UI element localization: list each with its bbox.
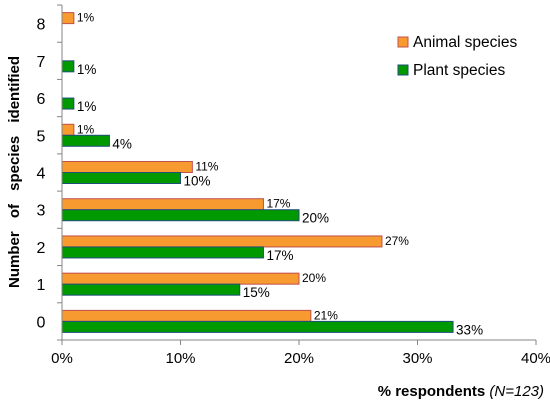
x-tick-label: 0% — [51, 350, 73, 367]
y-tick-label: 3 — [37, 203, 46, 220]
data-label: 4% — [112, 136, 132, 151]
data-label: 11% — [195, 160, 218, 174]
bar-plant-species-5 — [61, 134, 110, 147]
bar-animal-species-0 — [61, 309, 312, 322]
bar-plant-species-4 — [61, 172, 181, 184]
data-label: 20% — [302, 271, 326, 285]
data-label: 15% — [243, 285, 270, 300]
bar-plant-species-6 — [61, 97, 75, 110]
y-tick-label: 5 — [37, 128, 46, 145]
y-tick-label: 7 — [37, 54, 46, 71]
bar-plant-species-7 — [61, 60, 75, 73]
data-label: 10% — [184, 174, 211, 189]
bar-animal-species-2 — [61, 235, 383, 248]
x-tick-label: 40% — [521, 350, 550, 367]
bar-animal-species-1 — [61, 272, 300, 285]
y-tick-label: 0 — [37, 314, 46, 331]
x-tick-label: 30% — [402, 350, 432, 367]
y-tick-label: 8 — [37, 17, 46, 34]
data-label: 1% — [77, 122, 95, 136]
x-axis-title: % respondents (N=123) — [378, 383, 544, 400]
data-label: 33% — [456, 322, 483, 337]
y-tick-label: 4 — [37, 166, 46, 183]
bar-animal-species-4 — [61, 161, 193, 173]
data-label: 17% — [266, 197, 290, 211]
legend-label-plant-species: Plant species — [413, 62, 505, 79]
bar-animal-species-3 — [61, 198, 264, 211]
y-tick-label: 6 — [37, 91, 46, 108]
bar-animal-species-5 — [61, 123, 75, 136]
data-label: 27% — [385, 234, 409, 248]
data-label: 1% — [77, 99, 97, 114]
x-tick-label: 20% — [284, 350, 314, 367]
y-axis-title: Number of species identified — [6, 56, 23, 288]
y-tick-label: 2 — [37, 240, 46, 257]
data-label: 21% — [314, 308, 338, 322]
legend-swatch-plant-species — [397, 64, 409, 76]
legend-label-animal-species: Animal species — [413, 34, 517, 51]
bar-plant-species-1 — [61, 283, 241, 296]
bar-plant-species-3 — [61, 209, 300, 222]
x-tick-label: 10% — [165, 350, 195, 367]
data-label: 1% — [77, 11, 95, 25]
data-label: 17% — [266, 248, 293, 263]
bar-animal-species-8 — [61, 12, 75, 25]
legend-swatch-animal-species — [397, 36, 409, 48]
data-label: 1% — [77, 62, 97, 77]
data-label: 20% — [302, 211, 329, 226]
bar-plant-species-2 — [61, 246, 264, 259]
bar-plant-species-0 — [61, 320, 454, 333]
y-tick-label: 1 — [37, 277, 46, 294]
